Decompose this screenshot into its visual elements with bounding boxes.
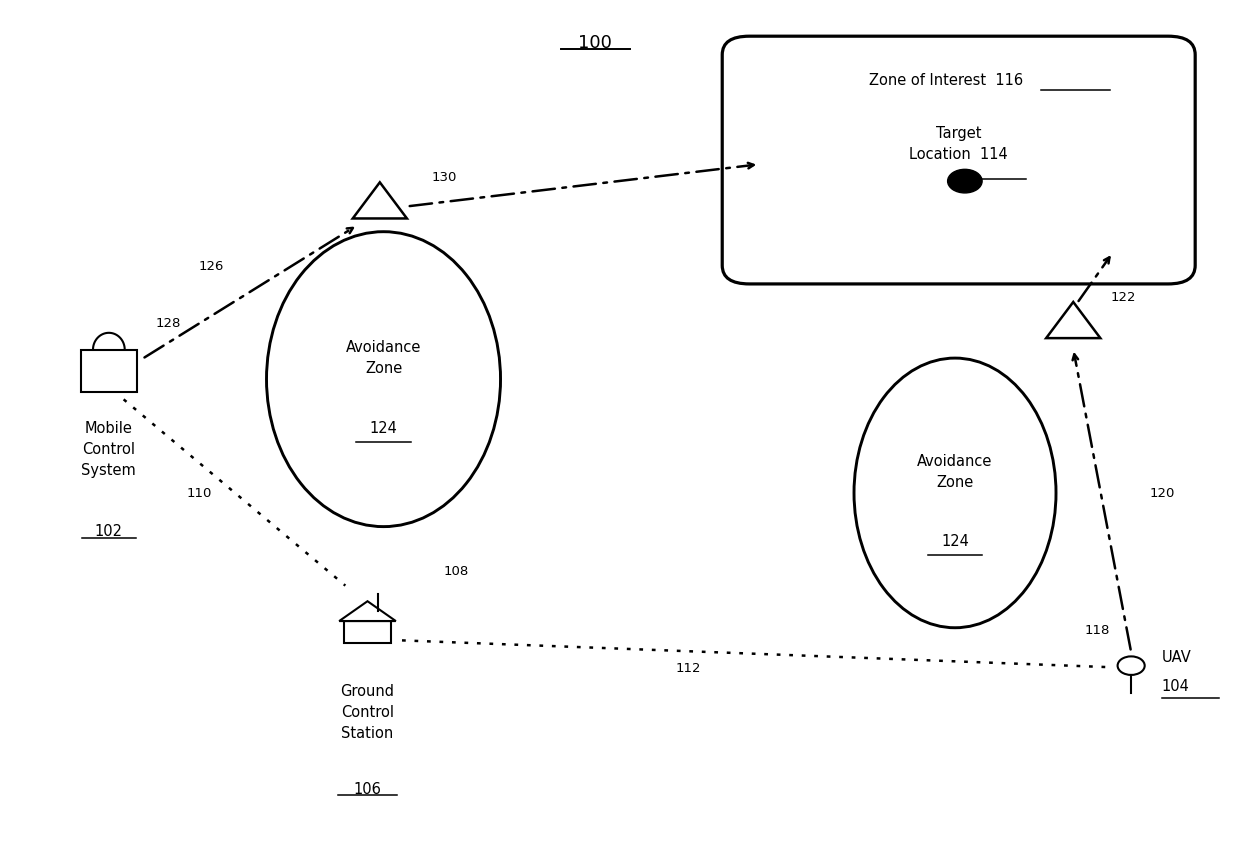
Text: 112: 112 [676, 662, 701, 676]
Text: Avoidance
Zone: Avoidance Zone [346, 340, 422, 376]
Text: 106: 106 [353, 782, 382, 797]
Text: 124: 124 [370, 420, 398, 436]
Text: 124: 124 [941, 534, 968, 549]
Text: 118: 118 [1084, 624, 1110, 637]
Text: Ground
Control
Station: Ground Control Station [341, 684, 394, 741]
Circle shape [947, 169, 982, 193]
Text: 104: 104 [1162, 679, 1190, 694]
Text: 130: 130 [432, 171, 456, 184]
Text: Target
Location  114: Target Location 114 [909, 126, 1008, 163]
Text: 108: 108 [444, 565, 469, 578]
Text: 128: 128 [156, 317, 181, 330]
Bar [345, 621, 391, 643]
Text: Avoidance
Zone: Avoidance Zone [918, 454, 993, 490]
Text: Mobile
Control
System: Mobile Control System [82, 421, 136, 478]
Text: 102: 102 [94, 524, 123, 539]
Text: 100: 100 [578, 34, 613, 52]
Text: 110: 110 [186, 487, 212, 500]
Text: 122: 122 [1110, 291, 1136, 304]
Text: 126: 126 [198, 260, 224, 272]
Text: 120: 120 [1149, 487, 1176, 500]
Text: UAV: UAV [1162, 649, 1192, 665]
Bar [81, 350, 138, 391]
Text: Zone of Interest  116: Zone of Interest 116 [869, 73, 1023, 89]
